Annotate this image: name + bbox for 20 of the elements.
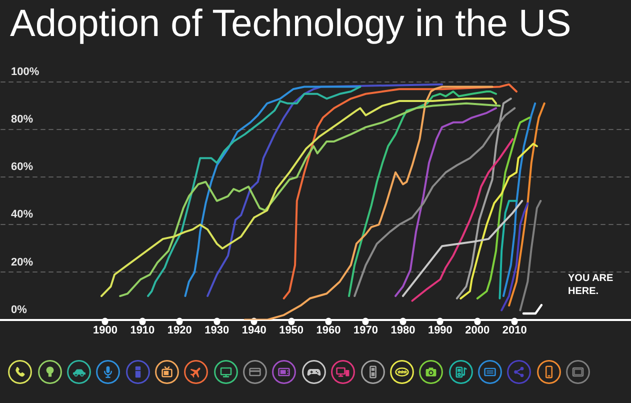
annotation: YOU ARE HERE. bbox=[568, 272, 614, 298]
x-tick-label: 1910 bbox=[130, 324, 155, 336]
y-tick-label: 60% bbox=[11, 161, 34, 174]
chart-title: Adoption of Technology in the US bbox=[10, 2, 572, 46]
x-tick-label: 2010 bbox=[502, 324, 527, 336]
x-tick-label: 1920 bbox=[167, 324, 192, 336]
x-tick-label: 1980 bbox=[390, 324, 416, 336]
x-tick-label: 1950 bbox=[279, 324, 304, 336]
x-tick-label: 1900 bbox=[92, 324, 118, 336]
x-tick-label: 2000 bbox=[465, 324, 490, 336]
y-tick-label: 100% bbox=[11, 66, 40, 78]
y-tick-label: 40% bbox=[11, 208, 34, 221]
x-tick-label: 1990 bbox=[428, 324, 452, 336]
y-tick-label: 80% bbox=[11, 114, 34, 126]
x-tick-label: 1940 bbox=[242, 324, 266, 336]
y-tick-label: 0% bbox=[11, 304, 28, 316]
x-tick-label: 1970 bbox=[354, 324, 378, 336]
x-tick-label: 1930 bbox=[204, 324, 230, 336]
y-tick-label: 20% bbox=[11, 256, 34, 268]
x-tick-label: 1960 bbox=[316, 324, 341, 336]
